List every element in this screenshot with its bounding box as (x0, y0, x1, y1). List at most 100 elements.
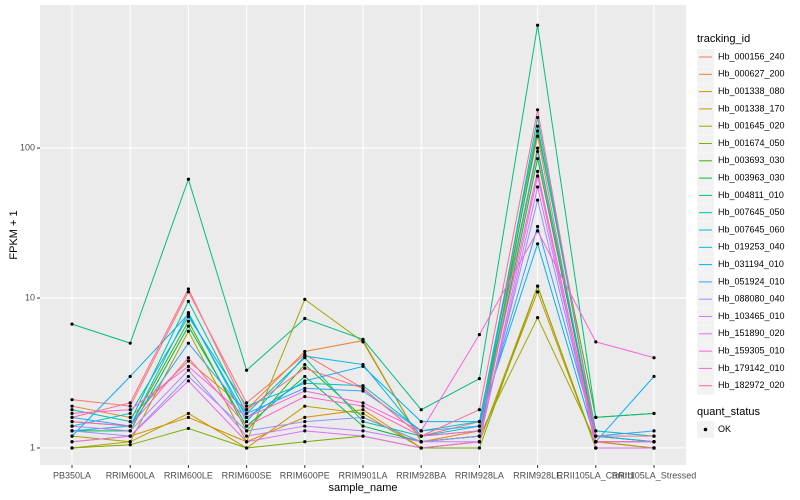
data-point (477, 419, 481, 424)
data-point (128, 419, 132, 424)
data-point (594, 340, 598, 344)
legend-label: Hb_003693_030 (718, 155, 785, 165)
data-point (361, 389, 365, 393)
data-point (70, 408, 74, 412)
data-point (535, 316, 540, 320)
legend-label: Hb_001645_020 (718, 121, 785, 131)
data-point (186, 329, 191, 333)
data-point (652, 429, 656, 433)
legend-label: Hb_003963_030 (718, 172, 785, 182)
x-axis-title: sample_name (328, 482, 397, 494)
legend-title: tracking_id (697, 33, 750, 45)
data-point (245, 415, 249, 419)
data-point (652, 440, 656, 444)
y-axis-title: FPKM + 1 (8, 210, 20, 259)
data-point (361, 364, 365, 368)
x-tick-label: RRII105LA_Control (557, 470, 635, 480)
x-tick-label: RRIM600LA (106, 470, 155, 480)
x-tick-label: RRIM928BA (396, 470, 446, 480)
data-point (186, 379, 191, 383)
data-point (128, 429, 132, 433)
legend-label: Hb_088080_040 (718, 294, 785, 304)
x-tick-label: PB350LA (53, 470, 91, 480)
data-point (594, 434, 598, 438)
data-point (477, 333, 481, 337)
legend-label: Hb_159305_010 (718, 345, 785, 355)
data-point (535, 229, 540, 233)
data-point (303, 429, 307, 433)
data-point (303, 366, 307, 370)
data-point (128, 411, 132, 416)
data-point (303, 374, 307, 379)
data-point (245, 446, 249, 450)
data-point (303, 389, 307, 393)
data-point (477, 440, 481, 444)
legend-label: Hb_103465_010 (718, 311, 785, 321)
x-tick-label: RRIM600LE (164, 470, 213, 480)
data-point (303, 316, 307, 321)
y-tick-label: 100 (20, 142, 35, 152)
data-point (361, 408, 365, 412)
data-point (245, 368, 249, 372)
data-point (70, 446, 74, 450)
data-point (186, 364, 191, 368)
data-point (361, 384, 365, 388)
data-point (535, 169, 540, 173)
data-point (303, 362, 307, 367)
data-point (186, 415, 191, 419)
legend-label: Hb_000627_200 (718, 69, 785, 79)
data-point (245, 408, 249, 412)
data-point (128, 341, 132, 345)
data-point (186, 312, 191, 316)
legend-label: Hb_031194_010 (718, 259, 784, 269)
data-point (652, 446, 656, 450)
x-tick-label: RRIM928LA (455, 470, 504, 480)
data-point (70, 424, 74, 428)
data-point (477, 434, 481, 438)
data-point (535, 149, 540, 154)
data-point (535, 198, 540, 202)
data-point (477, 446, 481, 450)
legend-label: Hb_019253_040 (718, 242, 785, 252)
data-point (419, 446, 423, 450)
legend-label: Hb_151890_020 (718, 328, 785, 338)
data-point (419, 429, 423, 433)
data-point (535, 290, 540, 294)
data-point (361, 419, 365, 424)
data-point (594, 446, 598, 450)
data-point (128, 408, 132, 412)
data-point (303, 297, 307, 301)
data-point (245, 424, 249, 428)
data-point (303, 349, 307, 354)
data-point (594, 429, 598, 433)
data-point (535, 224, 540, 229)
data-point (303, 415, 307, 419)
data-point (419, 419, 423, 424)
legend-label: OK (718, 424, 731, 434)
data-point (128, 401, 132, 405)
data-point (652, 411, 656, 416)
data-point (245, 434, 249, 438)
data-point (128, 443, 132, 447)
grid (40, 5, 686, 465)
data-point (594, 415, 598, 419)
data-point (361, 415, 365, 419)
x-tick-label: RRIM928LE (513, 470, 562, 480)
data-point (128, 434, 132, 438)
data-point (128, 374, 132, 379)
data-point (303, 395, 307, 399)
data-point (477, 408, 481, 412)
data-point (186, 299, 191, 303)
data-point (245, 429, 249, 433)
data-point (245, 404, 249, 408)
data-point (128, 404, 132, 408)
data-point (186, 290, 191, 294)
data-point (303, 419, 307, 424)
data-point (70, 404, 74, 408)
data-point (652, 356, 656, 360)
data-point (70, 398, 74, 402)
data-point (70, 440, 74, 444)
data-point (361, 429, 365, 433)
data-point (361, 434, 365, 438)
